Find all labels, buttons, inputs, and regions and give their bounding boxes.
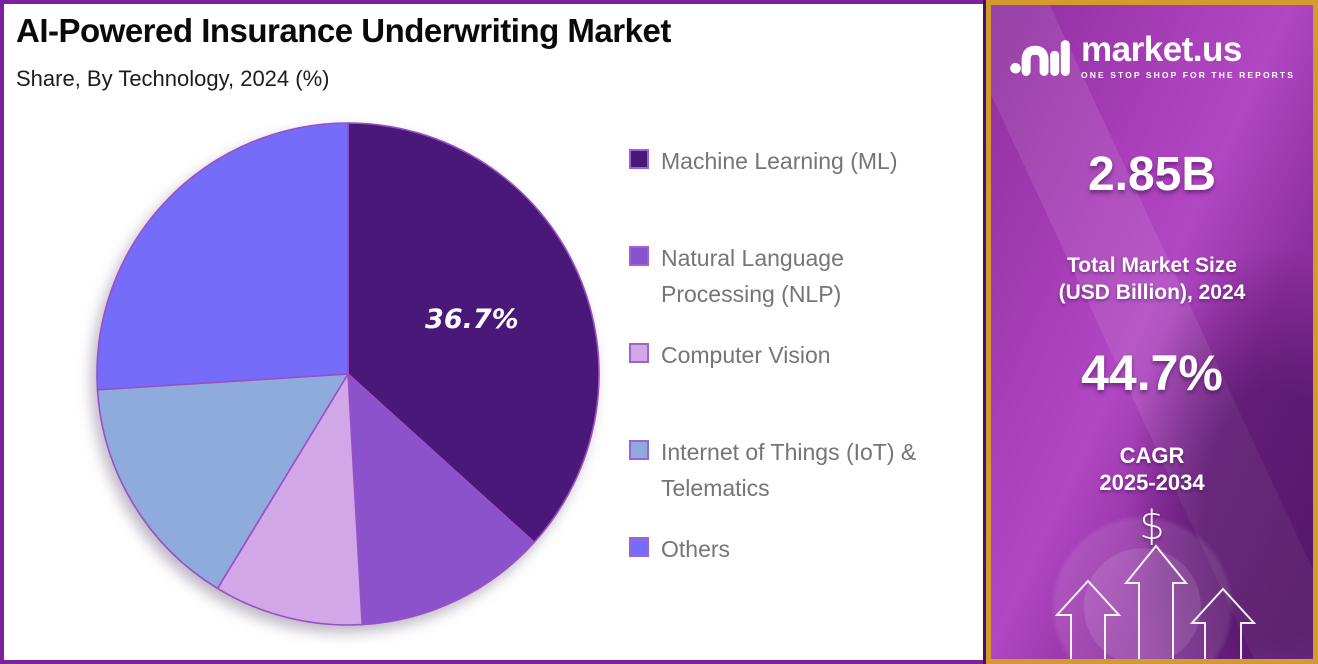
legend-item-1: Machine Learning (ML) [629,143,981,240]
growth-arrow-right [1189,587,1257,659]
legend-swatch-icon [629,246,649,266]
brand-tagline: ONE STOP SHOP FOR THE REPORTS [1081,69,1295,80]
legend-label: Internet of Things (IoT) & Telematics [661,439,917,501]
panel-divider [983,0,987,664]
cagr-label-line2: 2025-2034 [1099,470,1205,495]
market-us-logo-icon [1010,40,1070,76]
growth-arrow-left [1054,579,1122,659]
legend-label: Machine Learning (ML) [661,148,898,174]
cagr-label-line1: CAGR [1119,443,1185,468]
legend-swatch-icon [629,149,649,169]
cagr-value: 44.7% [1081,345,1223,401]
pie-slice-5 [96,122,349,391]
legend-label: Natural Language Processing (NLP) [661,245,844,307]
chart-subtitle: Share, By Technology, 2024 (%) [16,66,330,91]
brand-panel: market.us ONE STOP SHOP FOR THE REPORTS … [986,0,1318,664]
growth-arrows [1054,544,1257,659]
brand-text-block: market.us ONE STOP SHOP FOR THE REPORTS [1081,29,1295,80]
legend-item-4: Internet of Things (IoT) & Telematics [629,434,981,531]
pie-slice-3 [216,371,364,626]
market-size-value: 2.85B [1087,148,1217,201]
market-size-label: Total Market Size (USD Billion), 2024 [991,252,1313,306]
legend-swatch-icon [629,343,649,363]
cagr-label: CAGR 2025-2034 [991,442,1313,496]
legend-swatch-icon [629,537,649,557]
pie-chart: 36.7% [96,122,600,626]
legend-item-2: Natural Language Processing (NLP) [629,240,981,337]
legend-item-3: Computer Vision [629,337,981,434]
legend-item-5: Others [629,531,981,628]
market-size-label-line2: (USD Billion), 2024 [1058,281,1246,304]
pie-data-label: 36.7% [425,304,519,335]
growth-arrow-middle [1123,544,1189,659]
market-size-label-line1: Total Market Size [1067,254,1237,277]
page-title: AI-Powered Insurance Underwriting Market [16,12,671,49]
legend-label: Others [661,536,731,562]
chart-legend: Machine Learning (ML) Natural Language Pr… [629,143,981,628]
legend-label: Computer Vision [661,342,831,368]
pie-slice-4 [96,373,350,590]
pie-slice-1 [347,122,600,544]
brand-logo: market.us ONE STOP SHOP FOR THE REPORTS [991,31,1313,81]
dollar-symbol: $ [1139,503,1165,549]
brand-name: market.us [1081,29,1242,69]
pie-slice-2 [347,372,536,626]
legend-swatch-icon [629,440,649,460]
